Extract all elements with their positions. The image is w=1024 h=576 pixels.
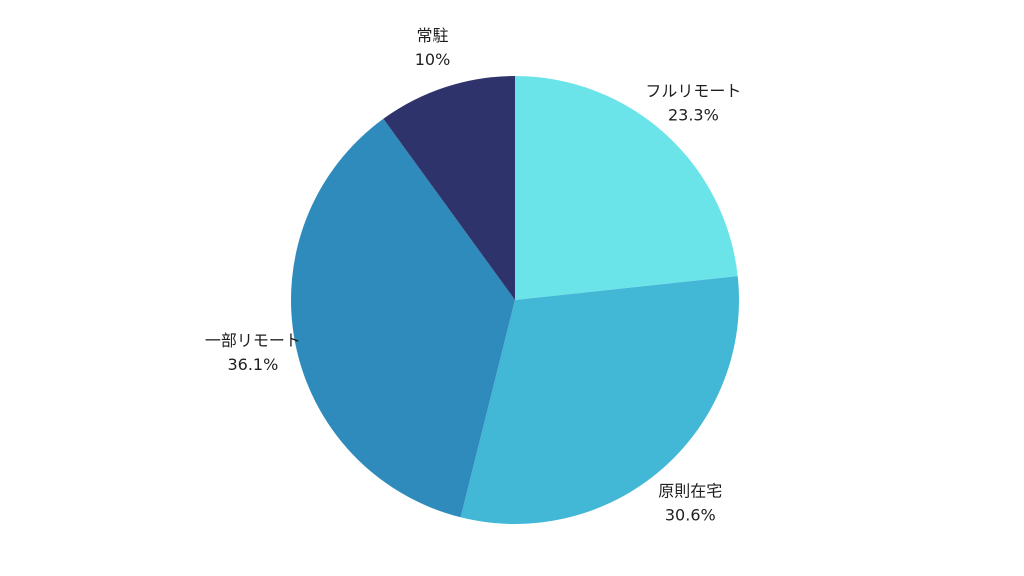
slice-label-1: 原則在宅 xyxy=(658,481,722,500)
pie-slice-0 xyxy=(515,76,738,300)
pie-slice-1 xyxy=(460,276,739,525)
slice-value-2: 36.1% xyxy=(227,355,278,374)
pie-slice-2 xyxy=(291,118,515,518)
slice-value-1: 30.6% xyxy=(665,505,716,524)
slice-label-2: 一部リモート xyxy=(205,331,301,350)
slice-label-0: フルリモート xyxy=(645,81,741,100)
slice-value-3: 10% xyxy=(415,50,451,69)
slice-label-3: 常駐 xyxy=(416,26,448,45)
slice-value-0: 23.3% xyxy=(668,105,719,124)
pie-slice-3 xyxy=(383,76,515,300)
